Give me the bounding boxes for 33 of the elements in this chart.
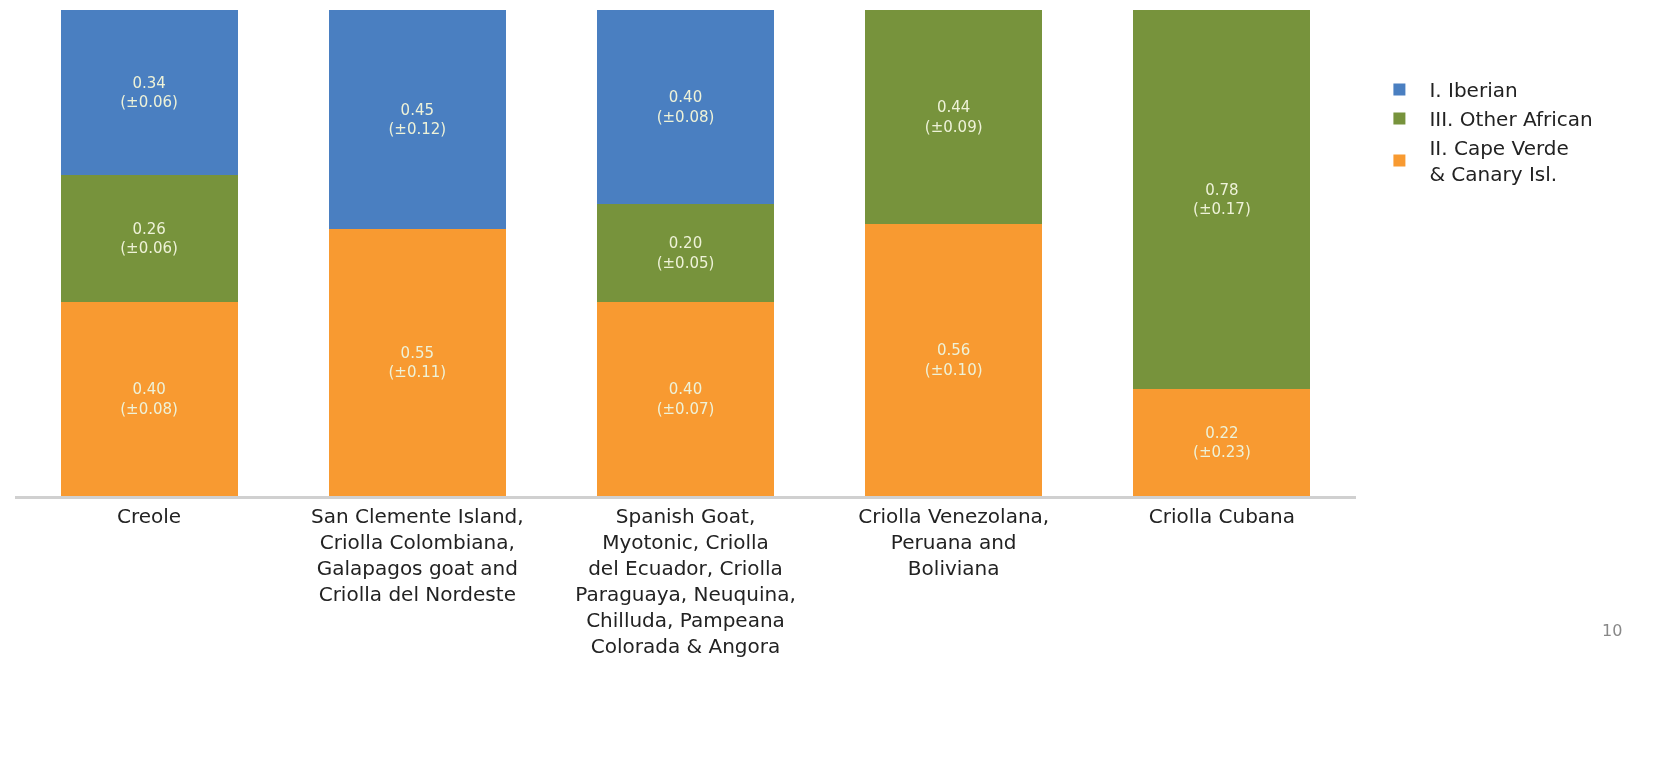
x-tick-label: Spanish Goat, Myotonic, Criolla del Ecuador, Criolla Paraguaya, Neuquina, Chilluda, Pampeana Colorada & Angora: [575, 504, 796, 658]
legend-label: III. Other African: [1429, 107, 1593, 132]
bar: [60, 10, 238, 176]
data-label: 0.40 (±0.08): [120, 380, 178, 418]
data-label: 0.40 (±0.07): [656, 380, 715, 418]
data-label: 0.20 (±0.05): [656, 234, 715, 272]
x-tick-label: Creole: [117, 504, 182, 528]
bar: [328, 10, 506, 229]
data-label: 0.45 (±0.12): [388, 100, 447, 139]
bar: [60, 175, 238, 302]
bar: [865, 223, 1043, 496]
bar: [1133, 10, 1311, 390]
text: 10: [1602, 621, 1623, 640]
x-tick-label: Criolla Cubana: [1148, 504, 1296, 528]
bar: [596, 10, 775, 205]
data-label: 0.40 (±0.08): [656, 88, 715, 126]
bar: [328, 228, 506, 496]
bar: [1133, 389, 1311, 496]
data-label: 0.55 (±0.11): [388, 343, 447, 382]
x-tick-label: Criolla Venezolana, Peruana and Boliviana: [858, 504, 1050, 580]
data-label: 0.44 (±0.09): [924, 98, 983, 136]
x-tick-label: San Clemente Island, Criolla Colombiana, Galapagos goat and Criolla del Nordeste: [310, 504, 524, 606]
data-label: 0.78 (±0.17): [1193, 180, 1251, 219]
bar: [596, 301, 775, 496]
data-label: 0.22 (±0.23): [1193, 423, 1251, 462]
legend-label: I. Iberian: [1429, 78, 1518, 103]
legend-label: II. Cape Verde & Canary Isl.: [1429, 136, 1569, 187]
bar: [865, 10, 1043, 224]
data-label: 0.56 (±0.10): [924, 341, 983, 379]
bar: [596, 204, 775, 302]
bar: [60, 301, 238, 496]
data-label: 0.34 (±0.06): [120, 73, 178, 112]
data-label: 0.26 (±0.06): [120, 219, 178, 258]
